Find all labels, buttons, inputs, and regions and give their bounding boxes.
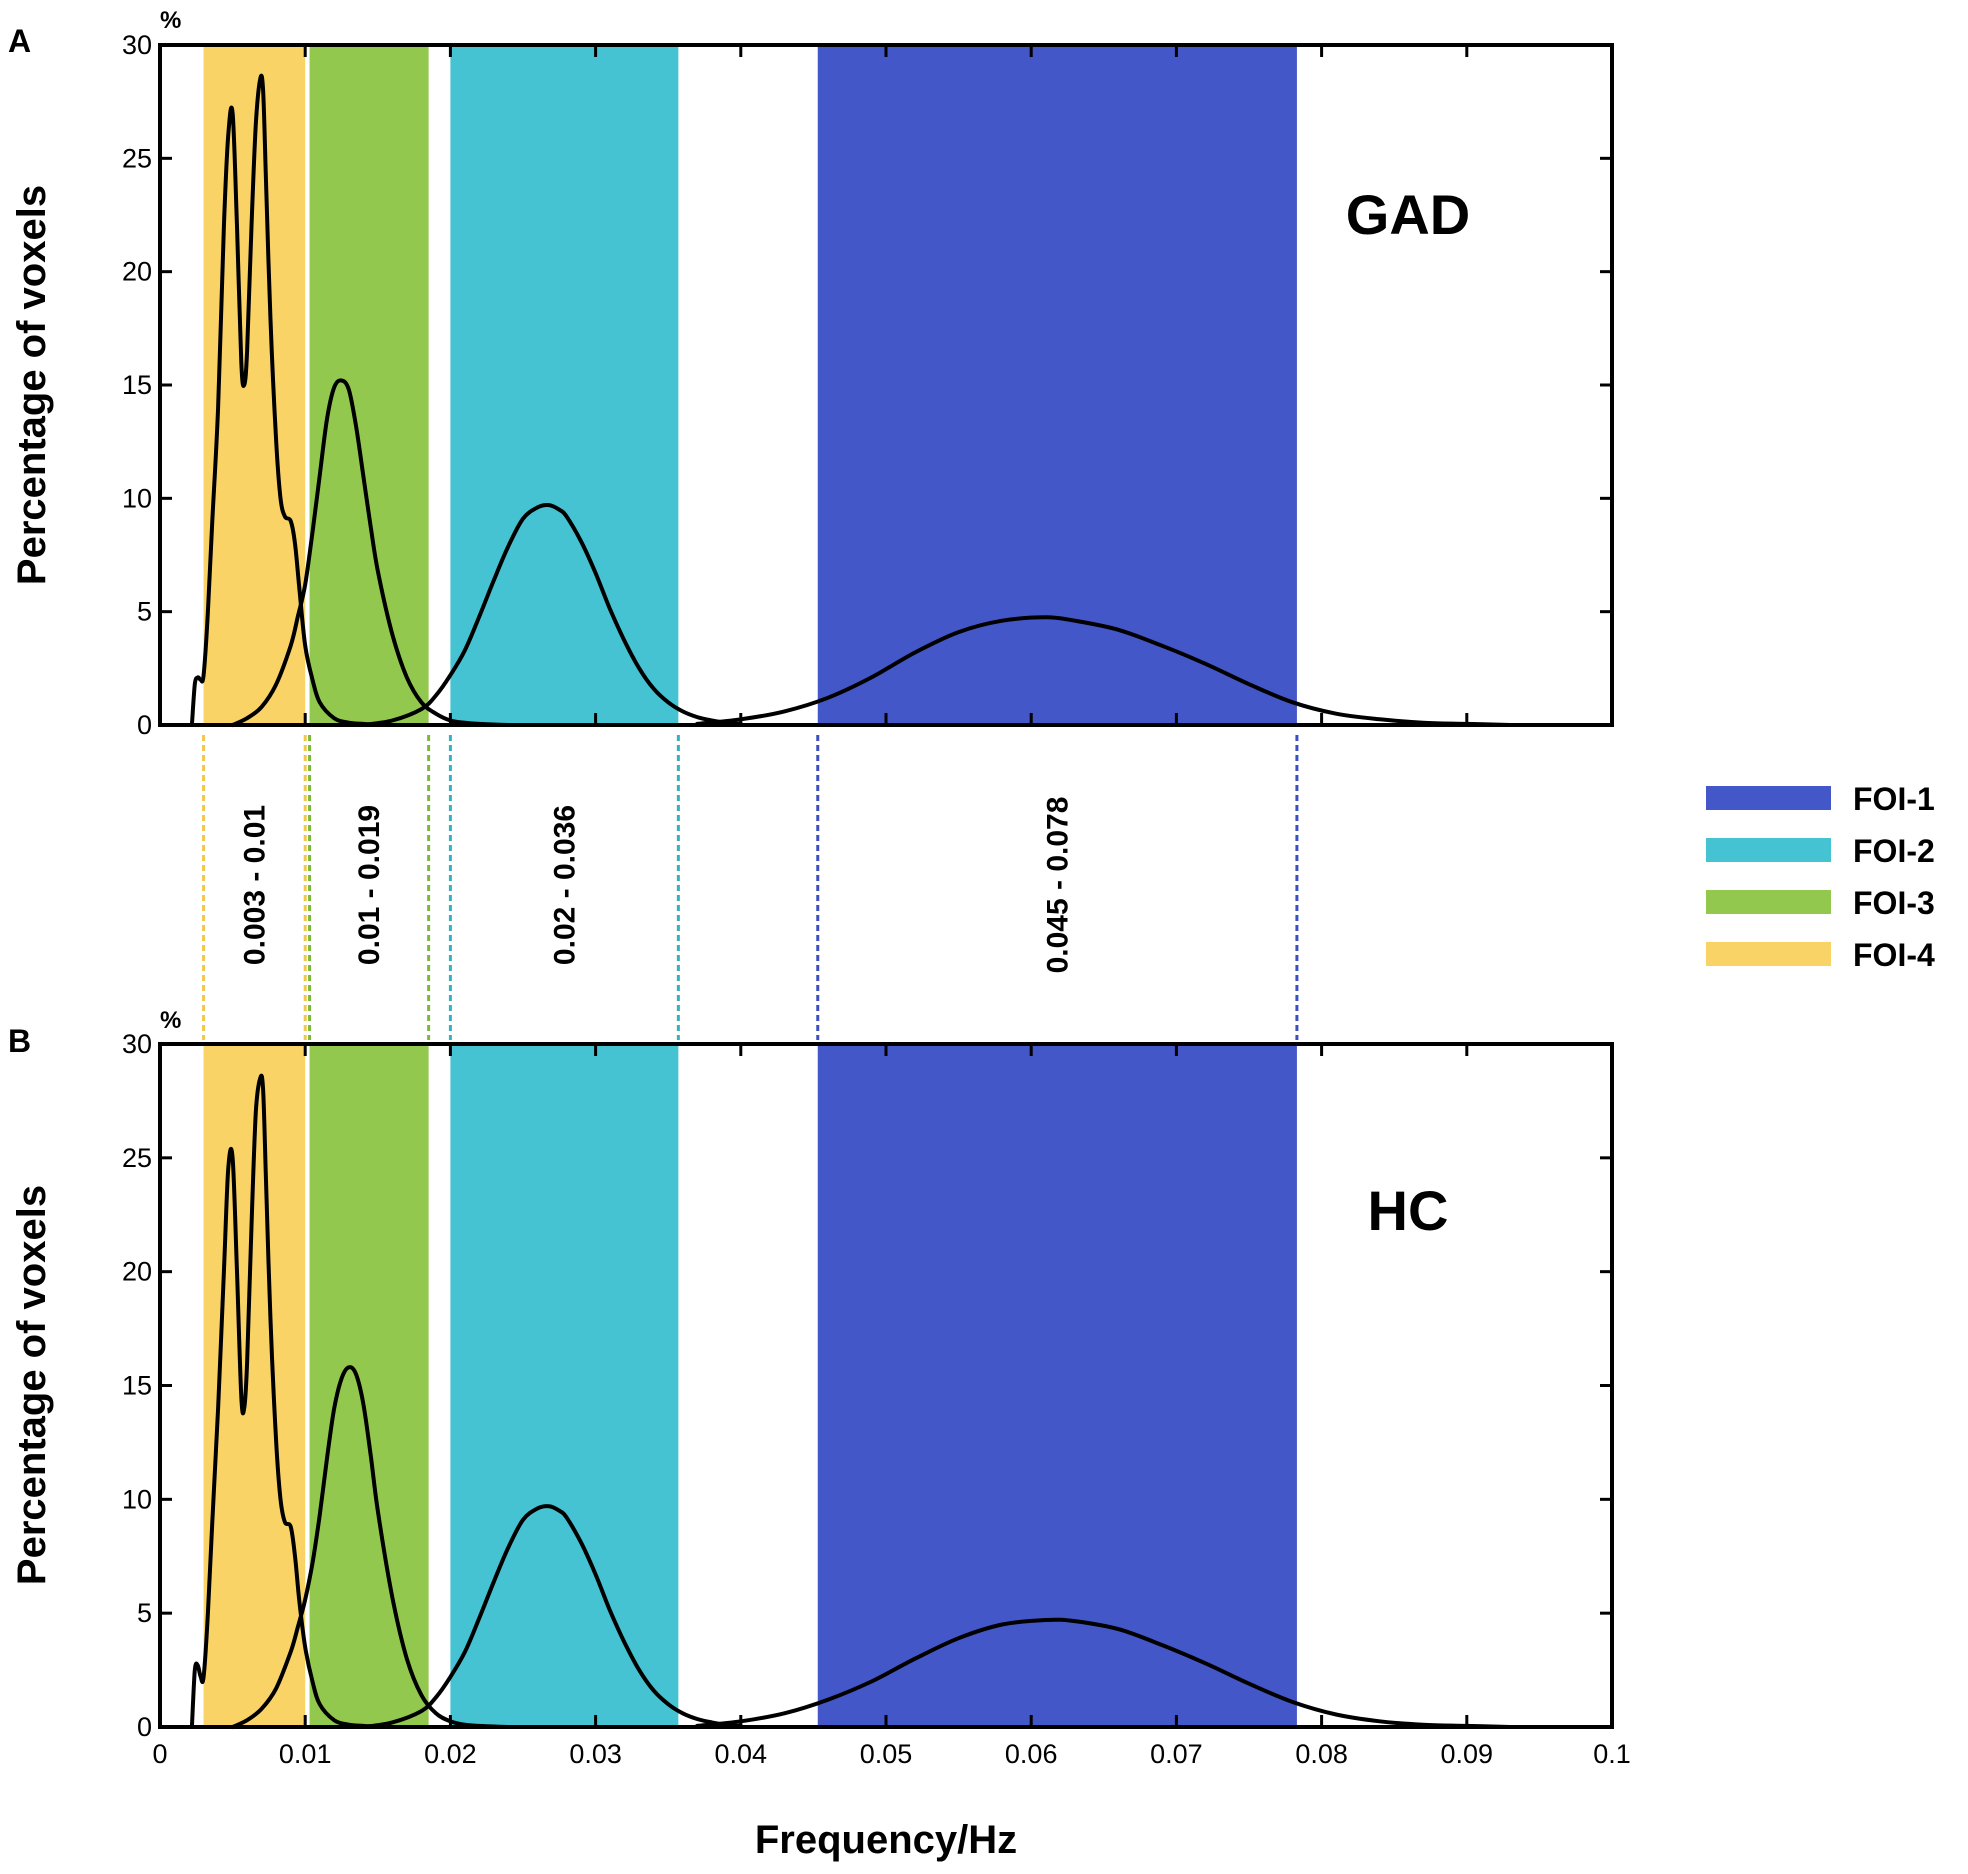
x-tick-label: 0 xyxy=(152,1739,167,1769)
x-tick-label: 0.09 xyxy=(1441,1739,1494,1769)
range-label-foi-3: 0.01 - 0.019 xyxy=(353,805,386,965)
panel-b: B % 0 5 10 15 20 25 30 0 0.01 0.02 0.03 0.04 0.05 0.… xyxy=(8,1007,1631,1862)
x-tick-label: 0.07 xyxy=(1150,1739,1203,1769)
range-label-foi-2: 0.02 - 0.036 xyxy=(548,805,581,965)
y-tick-label: 0 xyxy=(137,1712,152,1742)
curve-4-a xyxy=(695,615,1513,727)
y-tick-label: 5 xyxy=(137,1598,152,1628)
y-tick-label: 25 xyxy=(122,143,152,173)
group-label-gad: GAD xyxy=(1346,183,1470,246)
x-tick-label: 0.08 xyxy=(1295,1739,1348,1769)
curve-4-b xyxy=(695,1617,1513,1729)
legend: FOI-1 FOI-2 FOI-3 FOI-4 xyxy=(1706,781,1935,973)
y-ticks-b: 0 5 10 15 20 25 30 xyxy=(122,1029,1612,1742)
legend-swatch-foi-4 xyxy=(1706,942,1831,966)
y-tick-label: 30 xyxy=(122,30,152,60)
x-ticks-b: 0 0.01 0.02 0.03 0.04 0.05 0.06 0.07 0.08 0.09 0.1 xyxy=(152,1044,1631,1769)
y-tick-label: 5 xyxy=(137,597,152,627)
legend-label-foi-4: FOI-4 xyxy=(1853,937,1935,973)
band-foi-1-b xyxy=(817,1044,1297,1727)
bands-a xyxy=(203,45,1297,725)
curve-2-a xyxy=(230,378,511,727)
range-annotations: 0.003 - 0.01 0.01 - 0.019 0.02 - 0.036 0.04… xyxy=(202,735,1299,1040)
y-tick-label: 15 xyxy=(122,370,152,400)
legend-swatch-foi-2 xyxy=(1706,838,1831,862)
y-tick-label: 10 xyxy=(122,483,152,513)
panel-a: A % 0 5 10 15 20 25 30 Percentage of voxels GA… xyxy=(8,7,1614,740)
x-tick-label: 0.05 xyxy=(860,1739,913,1769)
y-unit-label-a: % xyxy=(160,7,181,34)
band-foi-2-b xyxy=(450,1044,679,1727)
legend-label-foi-2: FOI-2 xyxy=(1853,833,1935,869)
curve-3-a xyxy=(361,503,743,727)
series-a xyxy=(189,73,1513,727)
y-tick-label: 30 xyxy=(122,1029,152,1059)
x-tick-label: 0.03 xyxy=(569,1739,622,1769)
group-label-hc: HC xyxy=(1368,1179,1449,1242)
x-tick-label: 0.04 xyxy=(715,1739,768,1769)
x-ticks-a xyxy=(158,45,1614,725)
x-axis-title: Frequency/Hz xyxy=(755,1818,1017,1862)
legend-swatch-foi-1 xyxy=(1706,786,1831,810)
y-tick-label: 20 xyxy=(122,1257,152,1287)
y-tick-label: 15 xyxy=(122,1371,152,1401)
legend-label-foi-3: FOI-3 xyxy=(1853,885,1935,921)
x-tick-label: 0.01 xyxy=(279,1739,332,1769)
y-tick-label: 25 xyxy=(122,1143,152,1173)
curve-1-a xyxy=(189,73,380,727)
band-foi-3-b xyxy=(309,1044,429,1727)
panel-letter-b: B xyxy=(8,1023,31,1059)
curve-2-b xyxy=(230,1365,511,1729)
series-b xyxy=(189,1073,1513,1729)
x-tick-label: 0.1 xyxy=(1593,1739,1631,1769)
bands-b xyxy=(203,1044,1297,1727)
y-axis-title-a: Percentage of voxels xyxy=(10,185,54,585)
band-foi-3-a xyxy=(309,45,429,725)
y-tick-label: 20 xyxy=(122,257,152,287)
range-label-foi-4: 0.003 - 0.01 xyxy=(238,805,271,965)
y-tick-label: 10 xyxy=(122,1484,152,1514)
x-tick-label: 0.02 xyxy=(424,1739,477,1769)
band-foi-2-a xyxy=(450,45,679,725)
curve-3-b xyxy=(361,1504,743,1729)
curve-1-b xyxy=(189,1073,380,1729)
y-unit-label-b: % xyxy=(160,1007,181,1034)
y-axis-title-b: Percentage of voxels xyxy=(10,1185,54,1585)
range-label-foi-1: 0.045 - 0.078 xyxy=(1041,797,1074,974)
x-tick-label: 0.06 xyxy=(1005,1739,1058,1769)
panel-letter-a: A xyxy=(8,23,31,59)
legend-swatch-foi-3 xyxy=(1706,890,1831,914)
y-tick-label: 0 xyxy=(137,710,152,740)
y-ticks-a: 0 5 10 15 20 25 30 xyxy=(122,30,1612,740)
band-foi-1-a xyxy=(817,45,1297,725)
legend-label-foi-1: FOI-1 xyxy=(1853,781,1935,817)
